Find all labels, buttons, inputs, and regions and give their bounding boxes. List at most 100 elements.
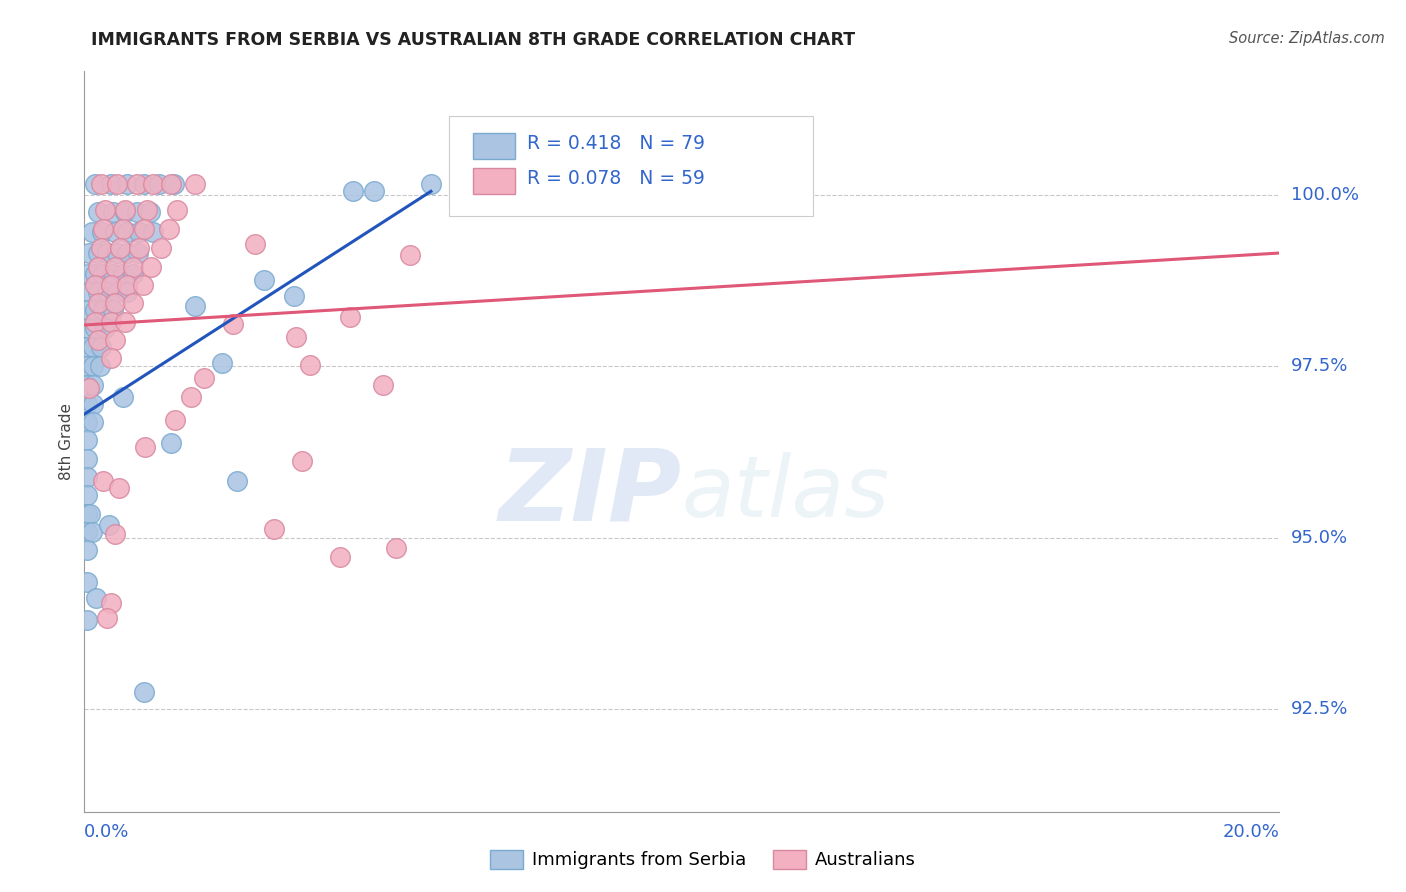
Point [98, 518, 121, 533]
Point [77, 381, 100, 395]
Text: 97.5%: 97.5% [1291, 357, 1348, 376]
Point [90, 340, 112, 354]
Point [101, 267, 124, 281]
Point [184, 178, 207, 192]
Point [132, 178, 156, 192]
Point [86, 260, 108, 274]
Point [76, 470, 98, 484]
Point [76, 397, 98, 411]
Point [90, 178, 112, 192]
Point [112, 267, 135, 281]
Point [193, 371, 215, 385]
Point [112, 222, 135, 236]
Point [76, 613, 98, 627]
Point [86, 205, 108, 219]
Point [84, 267, 107, 281]
Point [148, 178, 170, 192]
FancyBboxPatch shape [449, 116, 814, 216]
Point [96, 246, 118, 260]
Point [76, 359, 98, 373]
Text: Source: ZipAtlas.com: Source: ZipAtlas.com [1229, 31, 1385, 46]
Point [94, 321, 117, 335]
Point [522, 178, 544, 192]
Point [76, 378, 98, 392]
Point [142, 226, 165, 240]
Point [76, 340, 98, 354]
Point [253, 273, 276, 287]
Point [84, 321, 107, 335]
Point [76, 433, 98, 447]
Text: R = 0.418   N = 79: R = 0.418 N = 79 [527, 135, 704, 153]
Point [104, 226, 127, 240]
Point [77, 246, 100, 260]
Point [94, 202, 117, 217]
Point [93, 222, 115, 236]
Text: atlas: atlas [682, 452, 890, 535]
Point [86, 246, 108, 260]
Point [100, 178, 122, 192]
Point [76, 524, 98, 539]
Text: 100.0%: 100.0% [1291, 186, 1358, 203]
Point [263, 522, 285, 536]
Point [101, 302, 124, 317]
Point [100, 278, 122, 293]
Point [149, 241, 172, 255]
Text: R = 0.078   N = 59: R = 0.078 N = 59 [527, 169, 704, 188]
Point [125, 205, 148, 219]
Point [114, 315, 136, 329]
Point [93, 267, 115, 281]
Point [100, 351, 122, 365]
Point [84, 278, 107, 293]
Point [104, 527, 127, 541]
Point [104, 296, 127, 310]
Point [373, 378, 395, 392]
Point [105, 246, 128, 260]
Point [86, 333, 108, 347]
Point [283, 289, 305, 303]
Point [91, 226, 114, 240]
Text: 92.5%: 92.5% [1291, 700, 1348, 718]
Point [93, 475, 115, 489]
Point [132, 685, 156, 699]
Point [117, 278, 139, 293]
Point [139, 205, 162, 219]
Point [117, 178, 139, 192]
Point [285, 330, 308, 344]
Point [84, 302, 107, 317]
Point [86, 296, 108, 310]
Text: 95.0%: 95.0% [1291, 529, 1348, 547]
Point [104, 260, 127, 274]
Point [291, 454, 314, 468]
Point [122, 296, 145, 310]
Point [141, 260, 163, 274]
Point [82, 415, 104, 429]
Point [80, 524, 103, 539]
Point [76, 575, 98, 590]
Text: 20.0%: 20.0% [1223, 822, 1279, 841]
Point [114, 205, 136, 219]
Point [89, 359, 111, 373]
Point [166, 202, 188, 217]
Point [399, 248, 422, 262]
Point [299, 358, 322, 372]
FancyBboxPatch shape [472, 168, 515, 194]
Point [700, 178, 723, 192]
Point [86, 591, 108, 605]
Point [117, 246, 139, 260]
Point [132, 278, 155, 293]
Point [142, 178, 165, 192]
Point [105, 178, 128, 192]
Point [117, 226, 139, 240]
Point [329, 549, 352, 564]
Point [108, 481, 131, 495]
Point [363, 184, 385, 198]
Point [90, 241, 112, 255]
Point [128, 226, 150, 240]
Point [211, 356, 233, 370]
Point [82, 340, 104, 354]
Point [104, 333, 127, 347]
Point [76, 415, 98, 429]
Point [160, 178, 183, 192]
Point [132, 222, 156, 236]
Point [114, 202, 136, 217]
